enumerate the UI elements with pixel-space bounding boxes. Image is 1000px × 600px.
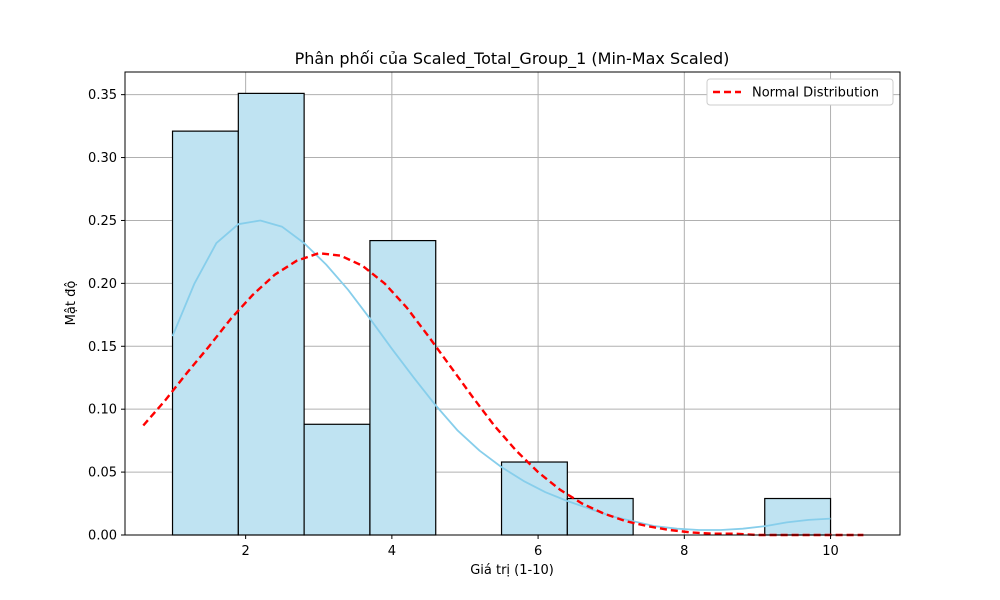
- legend-label-normal-distribution: Normal Distribution: [752, 86, 879, 101]
- histogram-bar: [764, 497, 832, 536]
- histogram-bar: [237, 92, 305, 536]
- y-tick-label: 0.25: [88, 214, 117, 229]
- x-tick-label: 2: [241, 544, 249, 559]
- y-tick-label: 0.10: [88, 403, 117, 418]
- y-tick-label: 0.35: [88, 88, 117, 103]
- normal-distribution-curve: [142, 252, 864, 537]
- histogram-bar: [171, 130, 239, 536]
- legend-box: [706, 78, 894, 106]
- y-tick-label: 0.20: [88, 277, 117, 292]
- x-axis-ticks: 2 4 6 8 10: [241, 535, 839, 559]
- y-tick-label: 0.00: [88, 529, 117, 544]
- chart-title: Phân phối của Scaled_Total_Group_1 (Min-…: [295, 49, 730, 69]
- x-tick-label: 6: [534, 544, 542, 559]
- kde-curve: [171, 219, 831, 531]
- y-axis-label: Mật độ: [64, 281, 79, 326]
- x-tick-label: 4: [388, 544, 396, 559]
- x-tick-label: 8: [680, 544, 688, 559]
- series-lines: [142, 219, 864, 537]
- x-tick-label: 10: [822, 544, 839, 559]
- y-tick-label: 0.05: [88, 466, 117, 481]
- x-axis-label: Giá trị (1-10): [470, 563, 554, 578]
- plot-frame: [124, 71, 901, 536]
- y-tick-label: 0.30: [88, 151, 117, 166]
- histogram-bar: [303, 423, 371, 536]
- legend: Normal Distribution: [706, 78, 894, 106]
- histogram-bar: [369, 239, 437, 536]
- y-tick-label: 0.15: [88, 340, 117, 355]
- y-axis-ticks: 0.00 0.05 0.10 0.15 0.20 0.25 0.30 0.35: [88, 88, 125, 544]
